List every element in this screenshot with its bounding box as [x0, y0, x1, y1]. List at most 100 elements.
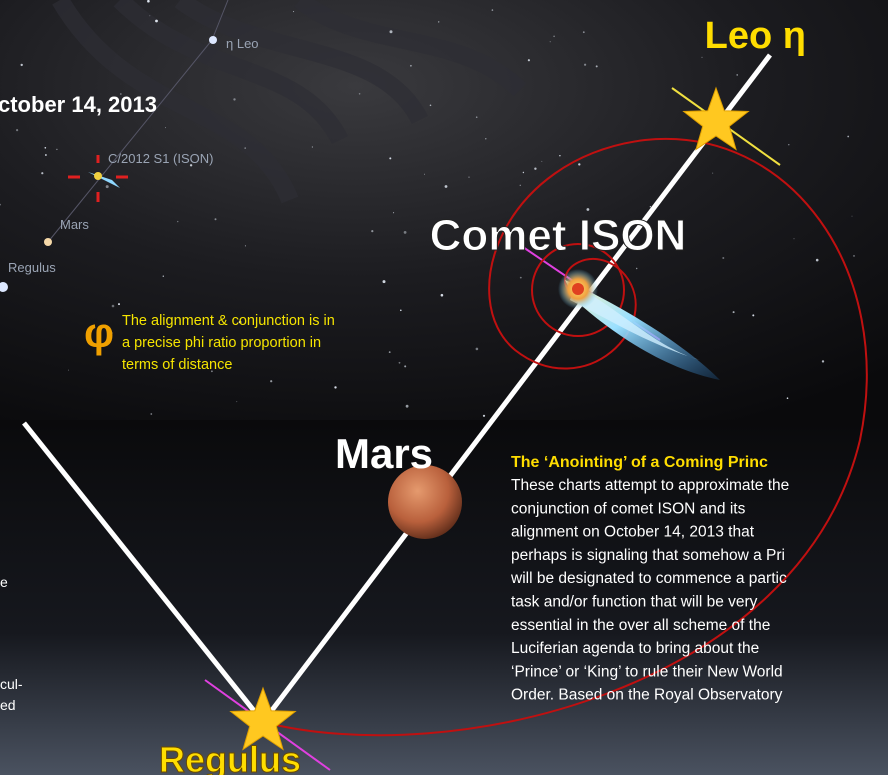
star: [16, 129, 18, 131]
comet-nucleus: [572, 283, 584, 295]
star: [41, 172, 43, 174]
sky-label: Regulus: [8, 260, 56, 275]
star: [21, 64, 23, 66]
star: [106, 185, 109, 188]
star: [733, 311, 735, 313]
star: [534, 168, 536, 170]
star: [520, 277, 522, 279]
star: [410, 65, 412, 67]
star: [430, 105, 432, 107]
star: [528, 59, 530, 61]
star: [559, 155, 560, 156]
scene: η Leo ctober 14, 2013 C/2012 S1 (ISON) M…: [0, 0, 888, 775]
star: [847, 136, 849, 138]
star: [371, 230, 373, 232]
sky-label: C/2012 S1 (ISON): [108, 151, 214, 166]
star: [334, 386, 336, 388]
article-line: ‘Prince’ or ‘King’ to rule their New Wor…: [511, 663, 783, 680]
star: [45, 154, 47, 156]
star: [406, 405, 409, 408]
phi-line: terms of distance: [122, 357, 232, 373]
comet-small-head: [94, 172, 102, 180]
star: [550, 41, 551, 42]
star: [596, 65, 598, 67]
article-line: Luciferian agenda to bring about the: [511, 640, 759, 657]
star: [245, 245, 246, 246]
star: [389, 157, 391, 159]
star: [520, 185, 521, 186]
phi-symbol: φ: [84, 309, 114, 356]
article-line: conjunction of comet ISON and its: [511, 500, 746, 517]
star: [541, 161, 542, 162]
star: [523, 172, 524, 173]
star: [404, 365, 406, 367]
star: [578, 163, 580, 165]
star: [476, 116, 478, 118]
star: [393, 212, 394, 213]
star: [584, 64, 586, 66]
star: [45, 147, 47, 149]
star: [390, 30, 393, 33]
article-line: task and/or function that will be very: [511, 594, 758, 611]
star: [752, 314, 754, 316]
star: [400, 310, 402, 312]
star: [359, 93, 361, 95]
star: [483, 415, 485, 417]
star: [816, 259, 819, 262]
fragment: e: [0, 574, 8, 590]
star: [147, 0, 150, 3]
article-line: alignment on October 14, 2013 that: [511, 524, 755, 541]
star: [150, 413, 152, 415]
star: [270, 380, 272, 382]
star: [794, 238, 795, 239]
star: [852, 216, 853, 217]
star: [149, 15, 150, 16]
mars-dot-small: [44, 238, 52, 246]
star: [233, 98, 235, 100]
star: [155, 20, 158, 23]
comet-label: Comet ISON: [430, 211, 687, 260]
article-line: These charts attempt to approximate the: [511, 477, 789, 494]
phi-line: a precise phi ratio proportion in: [122, 335, 321, 351]
star: [383, 280, 386, 283]
star: [424, 174, 425, 175]
star: [312, 147, 313, 148]
fragment: cul-: [0, 676, 23, 692]
star: [822, 360, 824, 362]
star: [701, 57, 702, 58]
star: [469, 177, 470, 178]
sky-label: η Leo: [226, 36, 259, 51]
star: [736, 74, 738, 76]
star: [492, 9, 494, 11]
article-line: perhaps is signaling that somehow a Pri: [511, 547, 785, 564]
star: [787, 397, 789, 399]
star: [165, 127, 166, 128]
star: [712, 173, 713, 174]
star: [553, 36, 555, 38]
leo-label: Leo η: [705, 15, 806, 57]
fragment: ed: [0, 697, 16, 713]
star: [293, 11, 294, 12]
star: [636, 268, 637, 269]
star: [485, 138, 486, 139]
star: [722, 257, 724, 259]
star: [56, 149, 57, 150]
star: [215, 218, 217, 220]
star: [118, 303, 120, 305]
star: [112, 305, 115, 308]
sky-label: Mars: [60, 217, 89, 232]
star: [853, 255, 855, 257]
star: [445, 185, 448, 188]
star: [68, 370, 69, 371]
star: [441, 294, 444, 297]
star: [236, 401, 237, 402]
star: [476, 348, 479, 351]
phi-line: The alignment & conjunction is in: [122, 313, 335, 329]
leo-star-small: [209, 36, 217, 44]
star: [244, 147, 246, 149]
star: [788, 144, 789, 145]
star: [177, 221, 178, 222]
article-line: Order. Based on the Royal Observatory: [511, 687, 783, 704]
mars-label: Mars: [335, 430, 433, 477]
regulus-label: Regulus: [159, 739, 301, 775]
